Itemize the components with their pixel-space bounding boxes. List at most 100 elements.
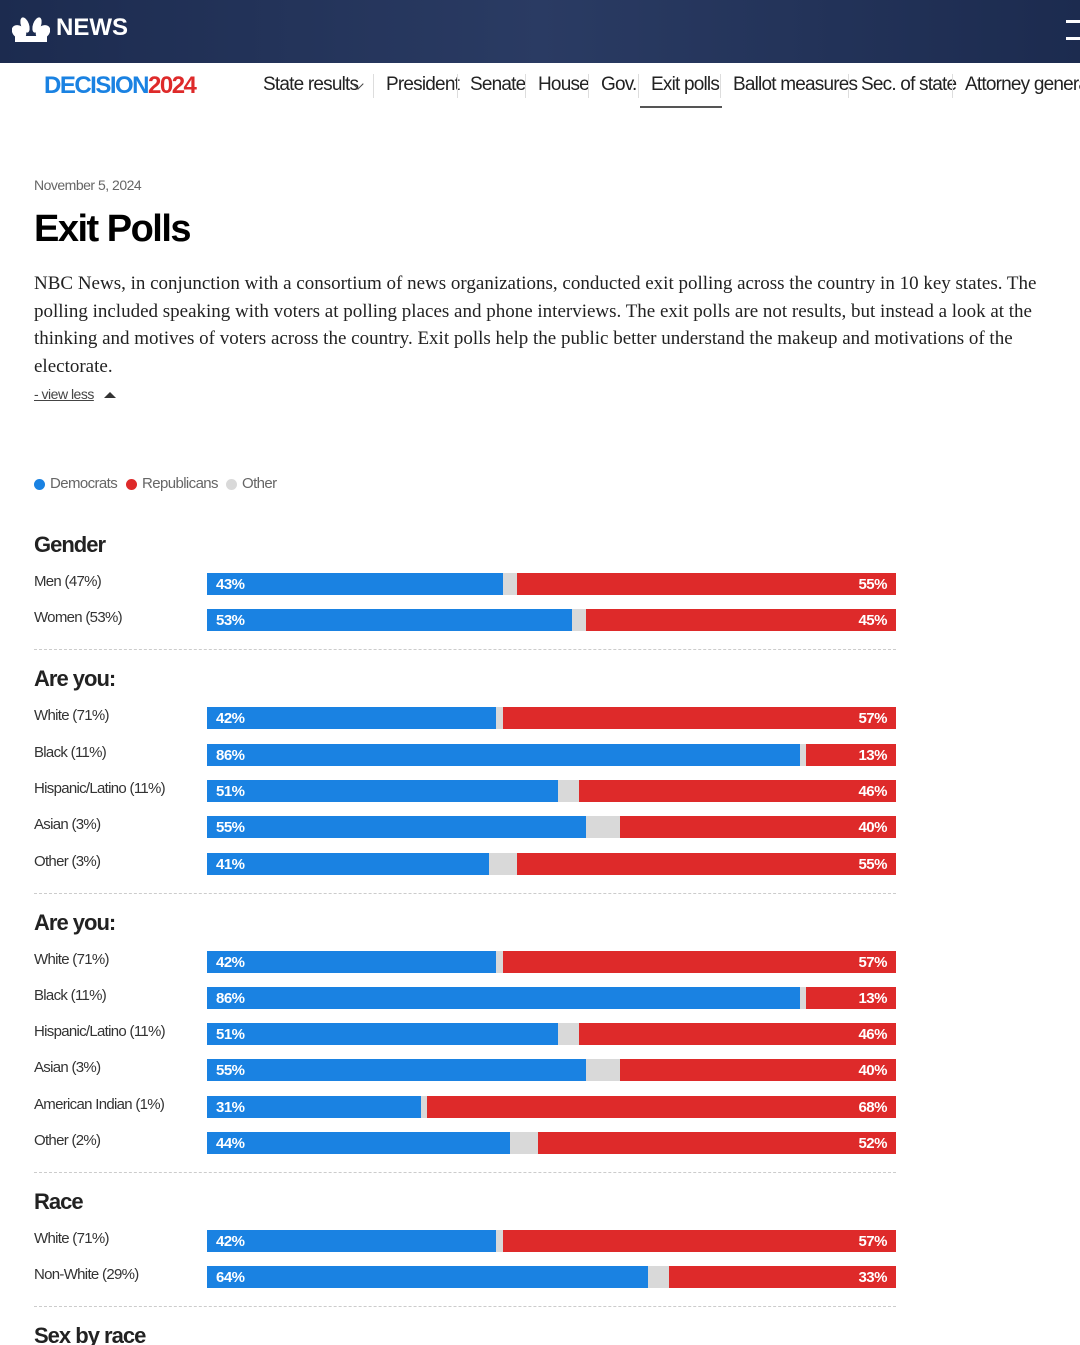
dem-value-label: 42% — [216, 1233, 245, 1250]
nav-item[interactable]: President — [386, 74, 460, 95]
rep-value-label: 55% — [858, 855, 887, 873]
row-label: Other (3%) — [34, 852, 101, 870]
rep-value-label: 13% — [858, 746, 887, 764]
nav-separator — [848, 74, 849, 98]
dem-value-label: 86% — [216, 989, 245, 1007]
rep-bar: 57% — [503, 707, 896, 730]
dem-value-label: 44% — [216, 1135, 245, 1152]
nav-separator — [952, 74, 953, 98]
section-title: Gender — [34, 532, 106, 557]
row-label: Non-White (29%) — [34, 1266, 139, 1284]
section-title: Sex by race — [34, 1323, 146, 1345]
dem-bar: 42% — [207, 707, 497, 730]
rep-bar: 40% — [620, 1059, 896, 1082]
rep-bar: 33% — [668, 1266, 896, 1289]
dem-bar: 55% — [207, 816, 586, 839]
row-label: White (71%) — [34, 950, 110, 968]
peacock-logo — [12, 17, 50, 42]
dem-value-label: 53% — [216, 612, 245, 630]
dem-bar: 86% — [207, 743, 800, 766]
nav-item[interactable]: Attorney general — [965, 74, 1080, 95]
section-title: Race — [34, 1189, 84, 1214]
nav-item[interactable]: Gov. — [601, 74, 637, 95]
nav-item[interactable]: Exit polls — [651, 74, 720, 95]
rep-bar: 55% — [517, 573, 896, 595]
legend-label: Democrats — [50, 475, 118, 492]
up-arrow — [103, 392, 116, 399]
nav-separator — [588, 74, 589, 98]
rep-value-label: 45% — [858, 612, 887, 630]
dem-value-label: 86% — [216, 746, 245, 764]
rep-bar: 57% — [503, 1230, 896, 1252]
row-label: Hispanic/Latino (11%) — [34, 779, 166, 797]
row-label: Black (11%) — [34, 986, 107, 1004]
dem-value-label: 64% — [216, 1269, 245, 1287]
nav-separator — [525, 74, 526, 98]
nav-item[interactable]: Ballot measures — [733, 74, 858, 95]
row-label: American Indian (1%) — [34, 1095, 165, 1113]
row-label: Men (47%) — [34, 573, 102, 590]
rep-value-label: 57% — [858, 1233, 887, 1250]
rep-value-label: 46% — [858, 1026, 887, 1044]
dem-value-label: 51% — [216, 782, 245, 800]
nav-item[interactable]: House — [538, 74, 590, 95]
logo-text: DECISION — [44, 72, 150, 99]
nav-separator — [373, 74, 374, 98]
menu-icon[interactable] — [1066, 20, 1080, 40]
rep-bar: 13% — [806, 986, 896, 1009]
dem-bar: 42% — [207, 950, 497, 973]
view-less-text: - view less — [34, 386, 94, 402]
rep-value-label: 33% — [858, 1269, 887, 1287]
dem-bar: 44% — [207, 1132, 511, 1154]
row-label: White (71%) — [34, 707, 110, 725]
nav-separator — [457, 74, 458, 98]
divider — [34, 1306, 896, 1308]
dem-bar: 64% — [207, 1266, 648, 1289]
rep-bar: 68% — [427, 1095, 896, 1118]
nav-item[interactable]: Sec. of state — [861, 74, 957, 95]
nav-item[interactable]: Senate — [470, 74, 526, 95]
row-label: Asian (3%) — [34, 816, 101, 834]
rep-value-label: 40% — [858, 819, 887, 837]
rep-value-label: 57% — [858, 710, 887, 728]
dem-bar: 51% — [207, 1023, 559, 1046]
rep-bar: 55% — [517, 852, 896, 875]
dem-bar: 53% — [207, 609, 573, 632]
dem-bar: 42% — [207, 1230, 497, 1252]
dem-bar: 43% — [207, 573, 504, 595]
rep-bar: 52% — [537, 1132, 896, 1154]
dem-value-label: 42% — [216, 710, 245, 728]
dem-value-label: 41% — [216, 855, 245, 873]
dem-bar: 41% — [207, 852, 490, 875]
dem-bar: 31% — [207, 1095, 421, 1118]
rep-bar: 40% — [620, 816, 896, 839]
rep-value-label: 68% — [858, 1098, 887, 1116]
row-label: Asian (3%) — [34, 1059, 101, 1077]
nav-separator — [638, 74, 639, 98]
date: November 5, 2024 — [34, 177, 142, 193]
divider — [34, 649, 896, 651]
rep-bar: 45% — [585, 609, 896, 632]
legend-dot — [226, 479, 237, 490]
brand: NEWS — [56, 14, 128, 41]
rep-value-label: 52% — [858, 1135, 887, 1152]
dem-value-label: 55% — [216, 1062, 245, 1080]
logo[interactable]: DECISION2024 — [44, 72, 197, 100]
dem-bar: 55% — [207, 1059, 586, 1082]
rep-bar: 13% — [806, 743, 896, 766]
row-label: Women (53%) — [34, 609, 123, 627]
legend-label: Other — [242, 475, 277, 492]
row-label: White (71%) — [34, 1230, 110, 1247]
view-less[interactable]: - view less — [34, 386, 116, 402]
section-title: Are you: — [34, 909, 116, 935]
nav-item[interactable]: State results — [263, 74, 359, 95]
row-label: Hispanic/Latino (11%) — [34, 1023, 166, 1041]
dem-bar: 86% — [207, 986, 800, 1009]
page-title: Exit Polls — [34, 208, 192, 250]
active-underline — [640, 106, 722, 108]
rep-value-label: 55% — [858, 576, 887, 593]
legend-dot — [34, 479, 45, 490]
top-bar — [0, 0, 1080, 63]
legend-label: Republicans — [142, 475, 219, 492]
